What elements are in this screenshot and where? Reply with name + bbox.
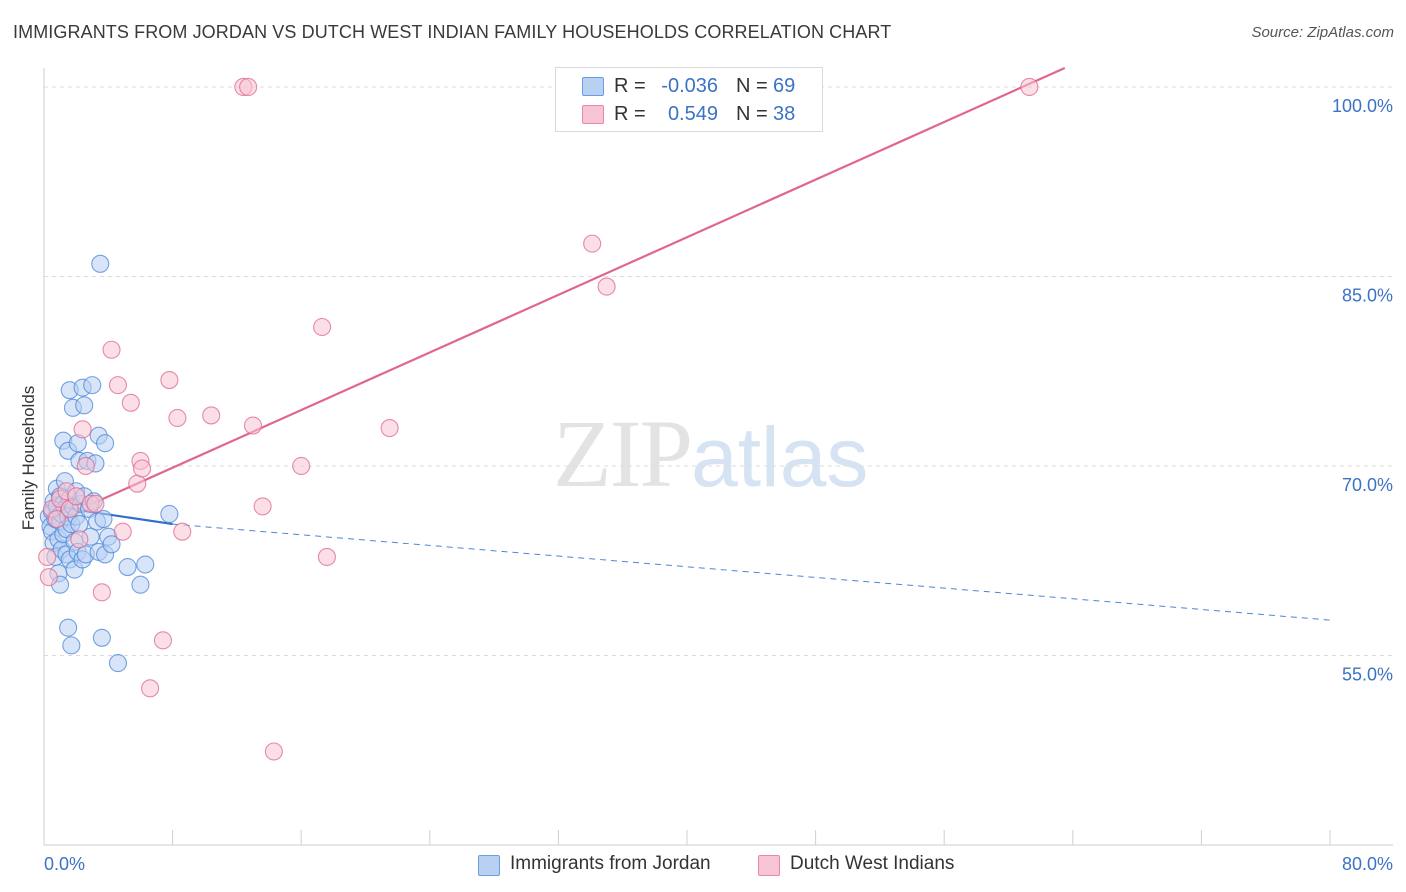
stats-row-dutch-west-indians: R = 0.549 N = 38 — [556, 101, 822, 129]
gridlines — [44, 86, 1393, 656]
point-jordan — [94, 509, 113, 529]
stats-n-value-jordan: 69 — [773, 75, 796, 97]
point-dutch-west-indians — [264, 742, 283, 761]
point-jordan — [59, 618, 78, 637]
point-jordan — [83, 376, 102, 395]
point-dutch-west-indians — [317, 547, 336, 566]
point-jordan — [92, 628, 111, 647]
point-dutch-west-indians — [141, 679, 160, 698]
point-jordan — [96, 434, 115, 453]
stats-n-label: N = — [736, 103, 768, 125]
chart-legend: Immigrants from Jordan Dutch West Indian… — [0, 852, 1406, 878]
point-dutch-west-indians — [73, 420, 92, 439]
trend-lines — [45, 66, 1331, 621]
point-dutch-west-indians — [38, 547, 57, 566]
point-dutch-west-indians — [153, 631, 173, 650]
axes — [43, 68, 1393, 846]
stats-r-value-jordan: -0.036 — [661, 75, 718, 97]
point-dutch-west-indians — [173, 522, 192, 541]
point-dutch-west-indians — [121, 393, 140, 412]
y-axis-label: Family Households — [19, 386, 38, 531]
point-dutch-west-indians — [583, 234, 602, 253]
point-jordan — [62, 636, 81, 655]
point-dutch-west-indians — [239, 77, 258, 97]
trend-line-dutch-west-indians — [88, 66, 1066, 507]
point-dutch-west-indians — [243, 416, 263, 435]
point-dutch-west-indians — [160, 371, 179, 390]
point-dutch-west-indians — [113, 522, 132, 541]
axis-labels: 55.0% 70.0% 85.0% 100.0% 0.0% 80.0% Family Hou… — [19, 96, 1393, 874]
point-dutch-west-indians — [1020, 77, 1039, 97]
point-jordan — [136, 555, 155, 574]
stats-r-label: R = — [614, 75, 646, 97]
point-dutch-west-indians — [86, 494, 105, 513]
watermark: ZIPatlas — [553, 398, 868, 509]
y-tick-label: 85.0% — [1342, 285, 1393, 305]
point-dutch-west-indians — [47, 509, 66, 529]
legend-swatch-jordan — [478, 855, 500, 876]
point-dutch-west-indians — [128, 474, 147, 493]
point-dutch-west-indians — [168, 408, 187, 428]
point-dutch-west-indians — [253, 497, 272, 516]
trend-extension-jordan — [172, 523, 1331, 621]
data-points — [38, 77, 1039, 761]
legend-label-dutch-west-indians: Dutch West Indians — [790, 853, 955, 874]
point-jordan — [131, 575, 150, 594]
chart-title: IMMIGRANTS FROM JORDAN VS DUTCH WEST IND… — [13, 22, 892, 42]
point-dutch-west-indians — [313, 317, 332, 337]
point-dutch-west-indians — [92, 583, 111, 602]
stats-n-value-dutch-west-indians: 38 — [773, 103, 796, 125]
watermark-zip: ZIP — [553, 400, 693, 507]
y-tick-label: 55.0% — [1342, 664, 1393, 684]
point-jordan — [108, 654, 127, 673]
point-jordan — [75, 396, 94, 415]
stats-n-label: N = — [736, 75, 768, 97]
x-tick-label: 0.0% — [44, 854, 85, 874]
stats-r-value-dutch-west-indians: 0.549 — [667, 103, 718, 125]
point-dutch-west-indians — [292, 456, 311, 476]
stats-swatch-jordan — [582, 77, 604, 96]
point-dutch-west-indians — [102, 340, 121, 359]
point-dutch-west-indians — [39, 568, 58, 587]
stats-row-jordan: R = -0.036 N = 69 — [556, 73, 822, 101]
point-dutch-west-indians — [133, 459, 152, 478]
point-jordan — [102, 535, 121, 554]
legend-label-jordan: Immigrants from Jordan — [510, 853, 711, 874]
point-dutch-west-indians — [108, 376, 127, 395]
legend-swatch-dutch-west-indians — [758, 855, 780, 876]
stats-r-label: R = — [614, 103, 646, 125]
correlation-stats-box: R = -0.036 N = 69 R = 0.549 N = 38 — [555, 67, 823, 132]
watermark-atlas: atlas — [691, 410, 869, 504]
point-jordan — [91, 254, 110, 273]
source-credit: Source: ZipAtlas.com — [1251, 24, 1394, 41]
y-tick-label: 100.0% — [1332, 96, 1393, 116]
y-tick-label: 70.0% — [1342, 475, 1393, 495]
point-dutch-west-indians — [70, 530, 89, 549]
point-dutch-west-indians — [597, 277, 616, 296]
point-dutch-west-indians — [67, 487, 86, 506]
point-dutch-west-indians — [380, 419, 399, 438]
stats-swatch-dutch-west-indians — [582, 105, 604, 124]
point-jordan — [160, 504, 179, 524]
point-jordan — [118, 557, 137, 577]
point-dutch-west-indians — [76, 456, 95, 476]
point-dutch-west-indians — [202, 406, 221, 425]
x-tick-label: 80.0% — [1342, 854, 1393, 874]
